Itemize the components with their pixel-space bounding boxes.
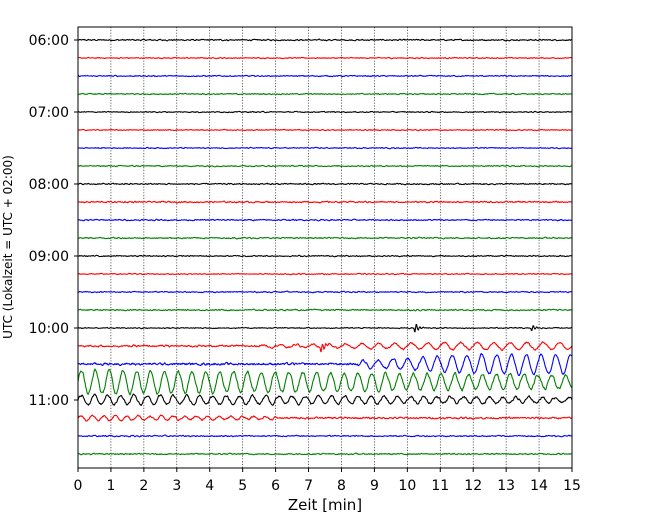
trace-1100: [77, 393, 573, 407]
x-tick-label: 8: [337, 478, 346, 494]
trace-0615: [77, 56, 573, 60]
y-tick-label: 11:00: [29, 393, 69, 409]
trace-0745: [77, 164, 572, 168]
x-tick-label: 14: [530, 478, 548, 494]
y-tick-label: 09:00: [29, 249, 69, 265]
y-tick-label: 10:00: [29, 321, 69, 337]
trace-1000: [77, 323, 573, 333]
trace-0600: [77, 38, 573, 42]
trace-0845: [77, 236, 573, 240]
x-tick-label: 7: [304, 478, 313, 494]
trace-0715: [77, 128, 573, 132]
y-tick-label: 08:00: [29, 177, 69, 193]
x-tick-label: 4: [205, 478, 214, 494]
plot-frame: [77, 26, 573, 469]
trace-0915: [77, 272, 573, 276]
trace-0830: [77, 218, 573, 222]
trace-0945: [77, 308, 573, 312]
trace-0630: [77, 74, 573, 78]
x-tick-label: 1: [106, 478, 115, 494]
grid-lines: [110, 27, 540, 468]
trace-1015: [77, 341, 573, 353]
x-tick-label: 15: [563, 478, 581, 494]
trace-0930: [77, 290, 573, 294]
x-axis-label: Zeit [min]: [288, 496, 362, 514]
y-tick-label: 06:00: [29, 33, 69, 49]
x-tick-label: 13: [497, 478, 515, 494]
trace-0815: [77, 200, 573, 204]
x-tick-label: 5: [238, 478, 247, 494]
trace-1115: [77, 414, 573, 422]
x-tick-label: 12: [464, 478, 482, 494]
y-axis: 06:00 07:00 08:00 09:00 10:00 11:00: [29, 33, 78, 409]
trace-0645: [77, 92, 573, 96]
y-axis-label: UTC (Lokalzeit = UTC + 02:00): [1, 155, 15, 339]
x-tick-label: 11: [431, 478, 449, 494]
x-axis: 0 1 2 3 4 5 6 7 8 9 10 11 12 13 14 15: [74, 468, 581, 494]
y-tick-label: 07:00: [29, 105, 69, 121]
x-tick-label: 6: [271, 478, 280, 494]
trace-1045: [77, 368, 573, 396]
trace-0800: [77, 182, 573, 186]
trace-0700: [77, 110, 573, 114]
trace-0900: [77, 254, 572, 258]
traces: [77, 38, 573, 456]
trace-1145: [77, 452, 573, 456]
trace-0730: [77, 146, 573, 150]
x-tick-label: 2: [139, 478, 148, 494]
x-tick-label: 0: [74, 478, 83, 494]
x-tick-label: 10: [398, 478, 416, 494]
trace-1030: [77, 352, 573, 377]
trace-1130: [77, 434, 573, 438]
x-tick-label: 3: [172, 478, 181, 494]
x-tick-label: 9: [370, 478, 379, 494]
